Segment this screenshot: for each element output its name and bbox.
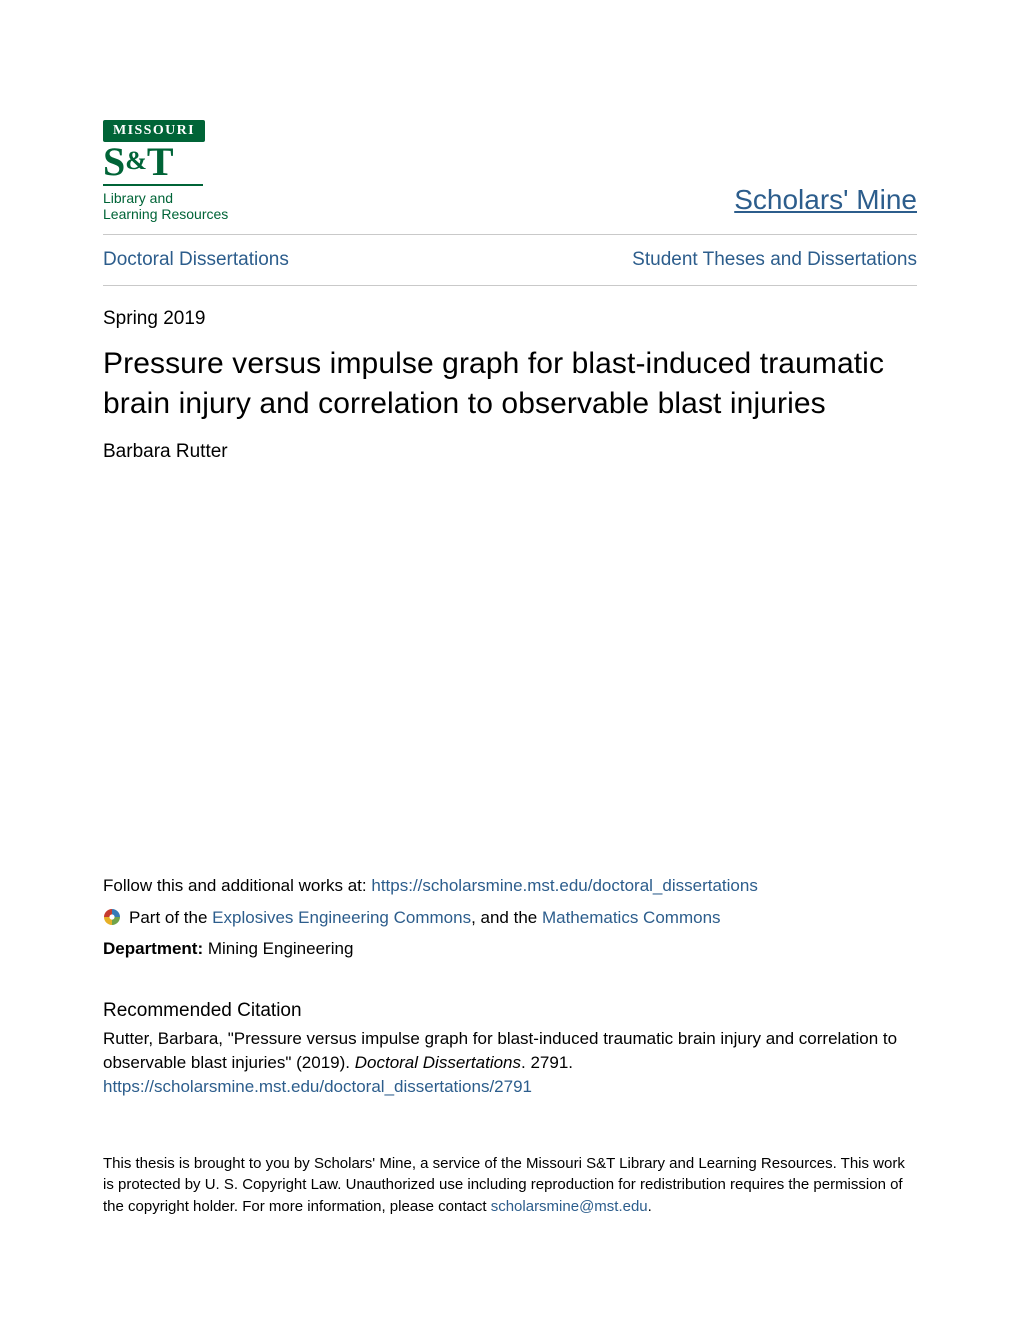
license-period: . [648, 1198, 652, 1215]
contact-email-link[interactable]: scholarsmine@mst.edu [491, 1198, 648, 1215]
part-lead: Part of the [129, 908, 212, 927]
part-of-line: Part of the Explosives Engineering Commo… [103, 905, 917, 931]
department-value: Mining Engineering [208, 939, 354, 958]
breadcrumb-right-link[interactable]: Student Theses and Dissertations [632, 249, 917, 271]
breadcrumb: Doctoral Dissertations Student Theses an… [103, 235, 917, 285]
part-of-text: Part of the Explosives Engineering Commo… [129, 905, 721, 931]
license-block: This thesis is brought to you by Scholar… [103, 1153, 917, 1217]
department-label: Department: [103, 939, 208, 958]
part-mid: , and the [471, 908, 542, 927]
logo-rule [103, 184, 203, 186]
department-line: Department: Mining Engineering [103, 936, 917, 962]
citation-series: Doctoral Dissertations [355, 1053, 521, 1072]
commons-link-1[interactable]: Explosives Engineering Commons [212, 908, 471, 927]
breadcrumb-left-link[interactable]: Doctoral Dissertations [103, 249, 289, 271]
paper-title: Pressure versus impulse graph for blast-… [103, 344, 917, 423]
citation-post: . 2791. [521, 1053, 573, 1072]
logo-sub-line1: Library and [103, 190, 173, 206]
commons-link-2[interactable]: Mathematics Commons [542, 908, 721, 927]
commons-network-icon [103, 908, 121, 926]
logo-sub-line2: Learning Resources [103, 206, 228, 222]
citation-body: Rutter, Barbara, "Pressure versus impuls… [103, 1027, 917, 1099]
header-row: MISSOURI S&T Library and Learning Resour… [103, 120, 917, 234]
page-root: MISSOURI S&T Library and Learning Resour… [0, 0, 1020, 1320]
divider-bottom [103, 285, 917, 286]
follow-prefix: Follow this and additional works at: [103, 876, 371, 895]
follow-line: Follow this and additional works at: htt… [103, 873, 917, 899]
follow-url-link[interactable]: https://scholarsmine.mst.edu/doctoral_di… [371, 876, 757, 895]
citation-heading: Recommended Citation [103, 1000, 917, 1022]
site-title-link[interactable]: Scholars' Mine [734, 184, 917, 222]
citation-url-link[interactable]: https://scholarsmine.mst.edu/doctoral_di… [103, 1077, 532, 1096]
publication-date: Spring 2019 [103, 308, 917, 330]
logo-main: S&T [103, 144, 174, 181]
follow-block: Follow this and additional works at: htt… [103, 873, 917, 962]
institution-logo: MISSOURI S&T Library and Learning Resour… [103, 120, 228, 222]
author-name: Barbara Rutter [103, 441, 917, 463]
